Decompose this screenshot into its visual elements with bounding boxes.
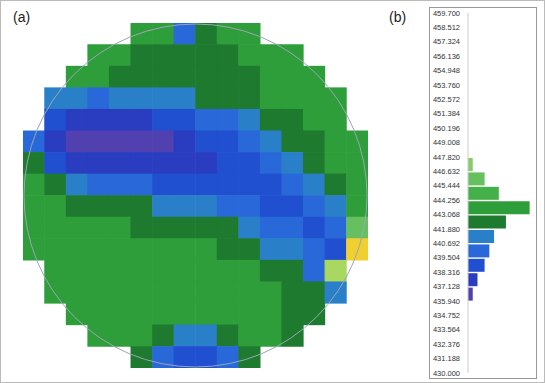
- svg-text:443.068: 443.068: [433, 210, 460, 219]
- svg-text:431.188: 431.188: [433, 354, 460, 363]
- svg-text:456.136: 456.136: [433, 52, 460, 61]
- svg-text:441.880: 441.880: [433, 225, 460, 234]
- html-text:(b): (b): [389, 9, 407, 25]
- svg-text:432.376: 432.376: [433, 340, 460, 349]
- svg-text:430.000: 430.000: [433, 369, 460, 378]
- html-text:(a): (a): [13, 9, 31, 25]
- svg-text:459.700: 459.700: [433, 9, 460, 18]
- svg-text:437.128: 437.128: [433, 282, 460, 291]
- svg-text:438.316: 438.316: [433, 268, 460, 277]
- svg-text:458.512: 458.512: [433, 23, 460, 32]
- svg-text:447.820: 447.820: [433, 153, 460, 162]
- svg-text:446.632: 446.632: [433, 167, 460, 176]
- svg-text:433.564: 433.564: [433, 325, 460, 334]
- svg-text:450.196: 450.196: [433, 124, 460, 133]
- svg-text:435.940: 435.940: [433, 297, 460, 306]
- svg-text:454.948: 454.948: [433, 66, 460, 75]
- svg-text:444.256: 444.256: [433, 196, 460, 205]
- svg-text:451.384: 451.384: [433, 109, 460, 118]
- svg-text:453.760: 453.760: [433, 81, 460, 90]
- svg-text:452.572: 452.572: [433, 95, 460, 104]
- svg-text:449.008: 449.008: [433, 138, 460, 147]
- svg-text:440.692: 440.692: [433, 239, 460, 248]
- svg-text:457.324: 457.324: [433, 37, 460, 46]
- svg-text:434.752: 434.752: [433, 311, 460, 320]
- svg-text:439.504: 439.504: [433, 253, 460, 262]
- svg-text:445.444: 445.444: [433, 181, 460, 190]
